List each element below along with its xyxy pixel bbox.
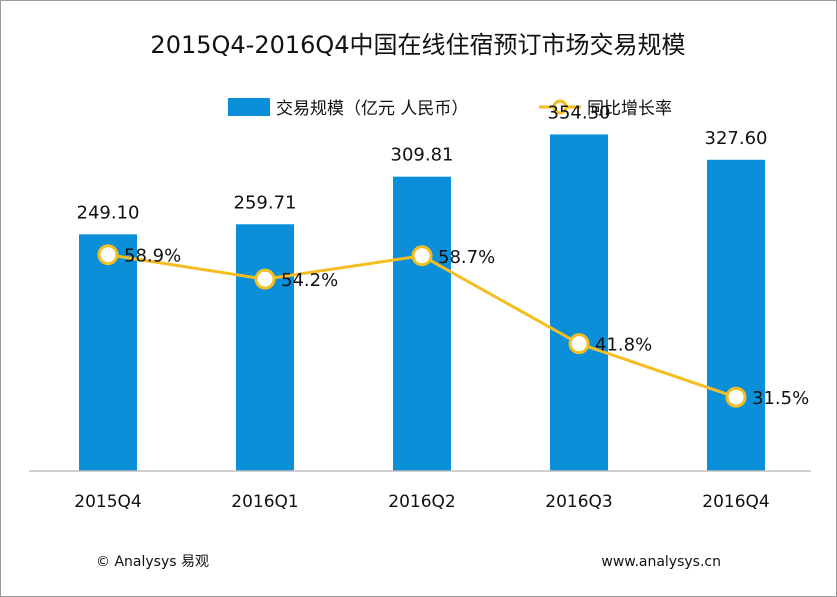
growth-label-2016Q1: 54.2% [281, 270, 338, 291]
growth-point-2016Q2 [411, 245, 433, 267]
x-tick-2016Q2: 2016Q2 [388, 492, 455, 512]
x-tick-2016Q4: 2016Q4 [702, 492, 769, 512]
x-tick-2016Q1: 2016Q1 [231, 492, 298, 512]
growth-point-2016Q4 [725, 386, 747, 408]
legend: 交易规模（亿元 人民币） 同比增长率 [228, 98, 672, 119]
x-tick-2016Q3: 2016Q3 [545, 492, 612, 512]
x-tick-2015Q4: 2015Q4 [74, 492, 141, 512]
bar-2016Q3 [550, 134, 608, 472]
bar-2015Q4 [79, 234, 137, 471]
x-tick-labels: 2015Q4 2016Q1 2016Q2 2016Q3 2016Q4 [74, 492, 769, 512]
growth-label-2016Q2: 58.7% [438, 247, 495, 268]
growth-label-2016Q4: 31.5% [752, 388, 809, 409]
bar-label-2016Q4: 327.60 [705, 128, 768, 149]
footer-copyright: © Analysys 易观 [96, 554, 209, 570]
bar-label-2016Q3: 354.30 [548, 102, 611, 123]
bar-series [79, 134, 765, 472]
legend-bar-label: 交易规模（亿元 人民币） [276, 99, 468, 119]
bar-label-2015Q4: 249.10 [77, 202, 140, 223]
legend-line-marker [552, 99, 568, 115]
bar-2016Q4 [707, 159, 765, 471]
growth-label-2015Q4: 58.9% [124, 246, 181, 267]
footer-url: www.analysys.cn [601, 554, 721, 570]
bar-2016Q2 [393, 176, 451, 472]
bar-label-2016Q2: 309.81 [391, 145, 454, 166]
growth-point-2016Q1 [254, 268, 276, 290]
legend-bar-swatch [228, 98, 270, 116]
growth-label-2016Q3: 41.8% [595, 335, 652, 356]
growth-point-2015Q4 [97, 244, 119, 266]
growth-point-2016Q3 [568, 333, 590, 355]
bar-label-2016Q1: 259.71 [234, 192, 297, 213]
chart-title: 2015Q4-2016Q4中国在线住宿预订市场交易规模 [150, 31, 685, 59]
legend-line-label: 同比增长率 [587, 99, 672, 119]
bar-2016Q1 [236, 224, 294, 471]
bar-value-labels: 249.10 259.71 309.81 354.30 327.60 [77, 102, 768, 223]
line-series: 58.9% 54.2% 58.7% 41.8% 31.5% [97, 244, 809, 409]
